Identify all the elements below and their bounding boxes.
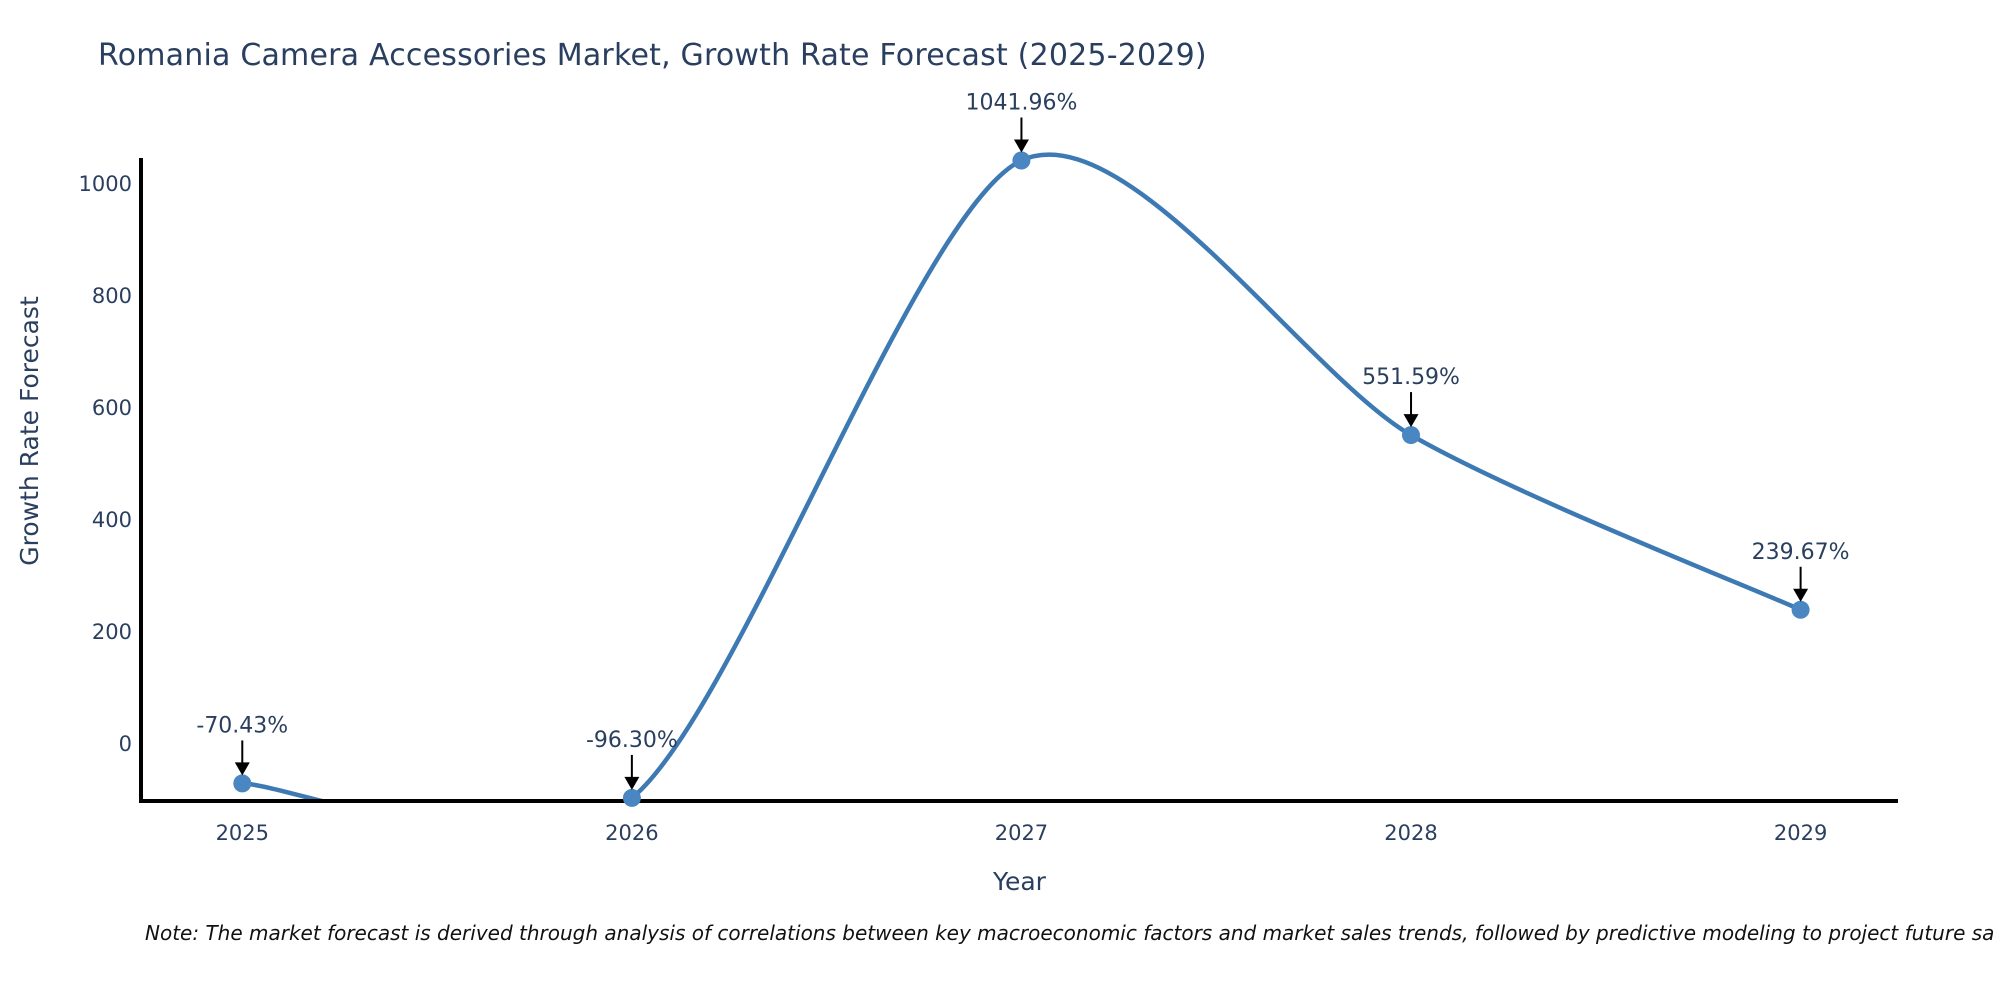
data-point-marker	[1791, 600, 1810, 619]
point-value-label: 239.67%	[1752, 540, 1850, 565]
point-value-label: -70.43%	[196, 713, 288, 738]
annotation-arrowhead-icon	[234, 762, 250, 776]
chart-title: Romania Camera Accessories Market, Growt…	[98, 38, 1207, 73]
y-tick-label: 800	[92, 284, 132, 308]
footnote-text: Note: The market forecast is derived thr…	[145, 921, 1995, 945]
x-tick-label: 2026	[605, 821, 658, 845]
y-tick-label: 0	[119, 732, 132, 756]
annotation-arrowhead-icon	[1403, 414, 1419, 428]
y-tick-label: 1000	[79, 172, 132, 196]
y-axis-title: Growth Rate Forecast	[15, 296, 44, 566]
data-point-marker	[1402, 426, 1420, 445]
x-tick-label: 2028	[1384, 821, 1437, 845]
data-point-marker	[233, 774, 252, 793]
forecast-line	[240, 152, 1803, 803]
y-tick-label: 200	[92, 620, 132, 644]
x-tick-label: 2027	[995, 821, 1048, 845]
x-axis-title: Year	[992, 867, 1047, 896]
y-tick-label: 400	[92, 508, 132, 532]
x-tick-label: 2029	[1774, 821, 1827, 845]
annotation-arrowhead-icon	[1013, 139, 1029, 153]
point-value-label: 551.59%	[1362, 365, 1460, 390]
annotation-arrowhead-icon	[1793, 588, 1809, 602]
data-point-marker	[622, 788, 641, 807]
x-tick-label: 2025	[216, 821, 269, 845]
point-value-label: 1041.96%	[966, 90, 1078, 115]
annotation-arrowhead-icon	[624, 776, 640, 790]
y-tick-label: 600	[92, 396, 132, 420]
data-point-marker	[1012, 151, 1031, 170]
point-value-label: -96.30%	[586, 728, 678, 753]
